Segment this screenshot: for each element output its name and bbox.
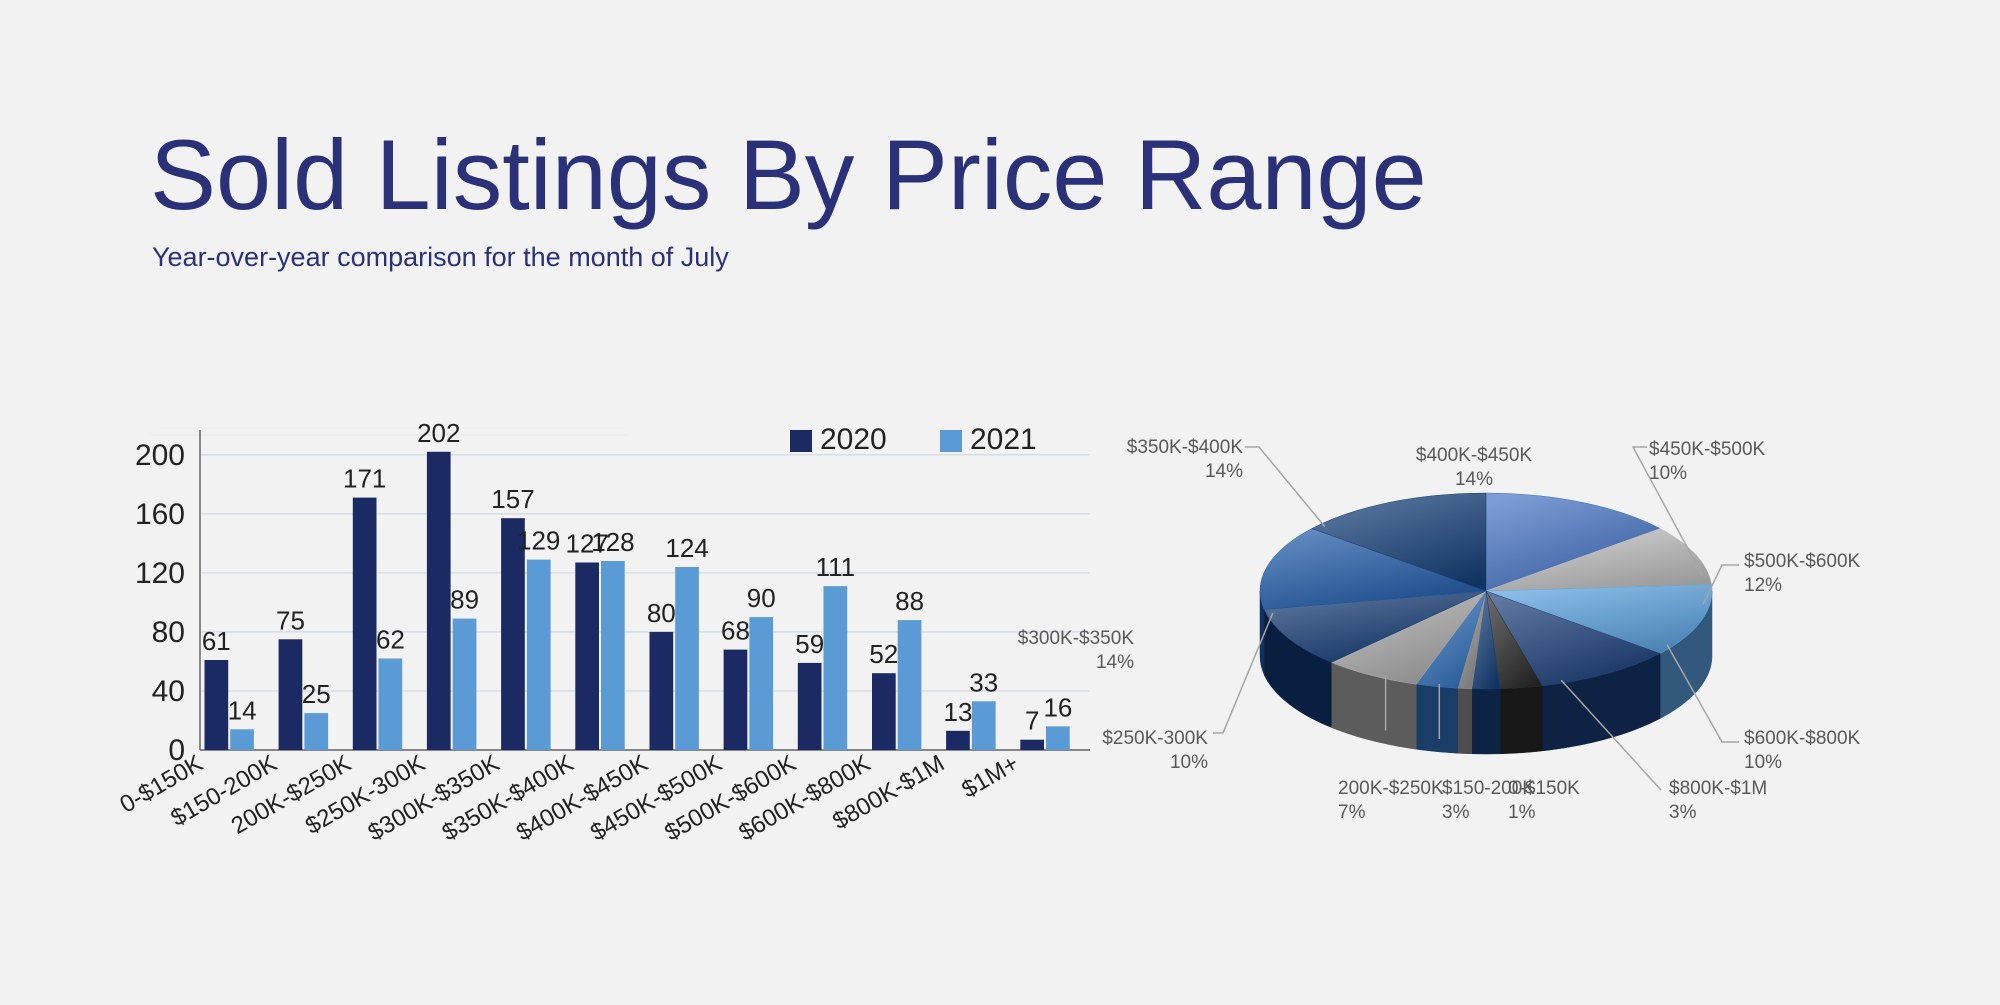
svg-text:$500K-$600K: $500K-$600K <box>1744 551 1861 572</box>
svg-text:14%: 14% <box>1205 461 1243 482</box>
svg-text:3%: 3% <box>1442 802 1470 823</box>
svg-text:$300K-$350K: $300K-$350K <box>1018 628 1135 649</box>
svg-text:$250K-300K: $250K-300K <box>1102 728 1208 749</box>
svg-text:3%: 3% <box>1669 802 1697 823</box>
svg-text:$600K-$800K: $600K-$800K <box>1744 728 1861 749</box>
svg-text:$800K-$1M: $800K-$1M <box>1669 778 1767 799</box>
svg-text:$150-200K: $150-200K <box>1442 778 1535 799</box>
svg-text:1%: 1% <box>1508 802 1536 823</box>
svg-text:7%: 7% <box>1338 802 1366 823</box>
svg-text:10%: 10% <box>1744 752 1782 773</box>
svg-text:10%: 10% <box>1170 752 1208 773</box>
svg-text:10%: 10% <box>1649 463 1687 484</box>
svg-text:14%: 14% <box>1455 469 1493 490</box>
svg-text:$350K-$400K: $350K-$400K <box>1127 437 1244 458</box>
svg-text:$400K-$450K: $400K-$450K <box>1416 445 1533 466</box>
svg-text:$450K-$500K: $450K-$500K <box>1649 439 1766 460</box>
svg-text:14%: 14% <box>1096 652 1134 673</box>
svg-text:12%: 12% <box>1744 575 1782 596</box>
svg-text:200K-$250K: 200K-$250K <box>1338 778 1444 799</box>
